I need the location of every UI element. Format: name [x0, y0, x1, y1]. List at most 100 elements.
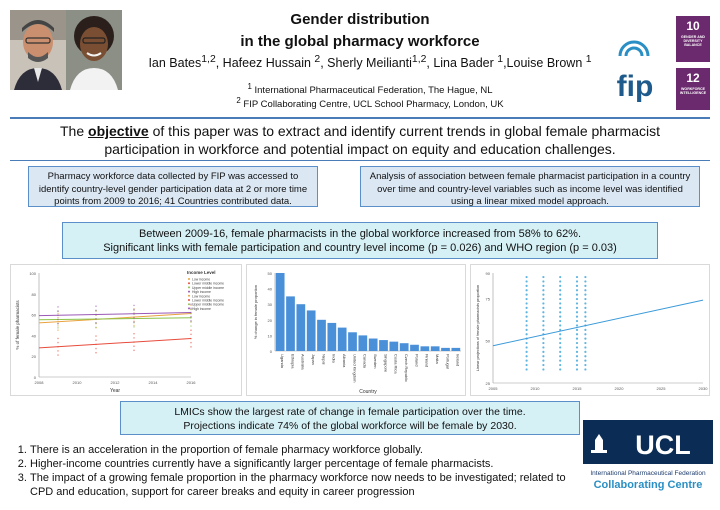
y-tick-label: 0 — [270, 349, 273, 354]
data-point — [525, 328, 528, 331]
data-point — [584, 319, 587, 323]
data-point — [95, 339, 97, 342]
legend-entry: Lower middle income — [192, 299, 224, 303]
data-point — [95, 317, 97, 320]
income-trend-line — [38, 338, 192, 349]
data-point — [95, 313, 97, 316]
badge2-text: WORKFORCE INTELLIGENCE — [679, 87, 707, 96]
legend-marker — [188, 299, 190, 301]
data-point — [559, 306, 562, 309]
data-point — [559, 319, 562, 323]
data-point — [542, 289, 545, 292]
header-divider — [10, 117, 710, 119]
income-trend-chart: 0 20 40 60 80 100 2008 2010 2012 2014 2016 Year % of… — [15, 270, 224, 394]
legend-marker — [188, 294, 190, 297]
data-point — [133, 312, 135, 315]
data-point — [525, 341, 528, 345]
data-point — [57, 345, 59, 348]
data-point — [542, 328, 545, 331]
data-point — [525, 275, 528, 279]
category-label: Australia — [301, 354, 306, 370]
data-point — [575, 346, 579, 349]
legend-entry: Lower middle income — [192, 282, 224, 286]
affiliation-2: 2 FIP Collaborating Centre, UCL School P… — [236, 96, 504, 111]
data-point — [584, 359, 587, 362]
data-point — [525, 297, 528, 301]
category-label: Nepal — [321, 354, 326, 365]
legend-entry: Low income — [192, 278, 210, 282]
data-point — [575, 293, 579, 296]
x-tick-label: 2020 — [615, 386, 625, 391]
legend-marker — [188, 278, 190, 280]
x-tick-label: 2016 — [187, 380, 197, 385]
data-point — [575, 275, 579, 279]
data-point — [542, 284, 545, 287]
bar — [420, 346, 430, 351]
x-axis-label: Year — [110, 388, 120, 394]
data-point — [190, 303, 192, 305]
data-point — [584, 306, 587, 309]
legend-entry: High income — [192, 290, 211, 294]
data-point — [190, 333, 192, 336]
data-point — [133, 341, 135, 343]
category-label: Ireland — [456, 354, 461, 366]
data-point — [584, 280, 587, 283]
category-label: Ethiopia — [290, 354, 295, 369]
objective-keyword: objective — [88, 123, 149, 139]
poster-title-line1: Gender distribution — [290, 11, 430, 28]
data-point — [525, 368, 528, 371]
legend-marker — [188, 286, 190, 289]
conclusions-list: There is an acceleration in the proporti… — [16, 443, 576, 499]
affiliation-1: 1 International Pharmaceutical Federatio… — [247, 82, 493, 97]
data-point — [525, 306, 528, 309]
data-point — [525, 315, 528, 318]
ipf-label-line2: Collaborating Centre — [593, 479, 703, 491]
data-point — [525, 311, 528, 314]
y-tick-label: 100 — [29, 271, 36, 276]
conclusion-item: The impact of a growing female proportio… — [30, 471, 576, 499]
data-point — [559, 359, 562, 362]
x-tick-label: 2014 — [149, 380, 159, 385]
bar — [379, 340, 388, 351]
data-point — [190, 315, 192, 318]
data-point — [525, 359, 528, 362]
category-label: Singapore — [383, 354, 388, 373]
data-point — [95, 343, 97, 346]
data-point — [525, 302, 528, 305]
bar — [368, 338, 378, 351]
legend-marker — [188, 307, 190, 310]
category-label: Canada — [363, 354, 368, 369]
data-point — [525, 293, 528, 296]
category-label: India — [332, 354, 337, 363]
data-point — [525, 346, 528, 349]
data-point — [57, 318, 59, 321]
x-tick-label: 2010 — [531, 386, 541, 391]
data-point — [542, 341, 545, 345]
data-point — [525, 363, 528, 367]
category-label: Albania — [342, 354, 347, 368]
data-point — [559, 297, 562, 301]
data-point — [559, 328, 562, 331]
data-point — [559, 302, 562, 305]
badge1-text: GENDER AND DIVERSITY BALANCE — [680, 35, 706, 48]
y-tick-label: 0 — [34, 375, 37, 380]
income-trend-line — [38, 312, 192, 317]
data-point — [584, 289, 587, 292]
data-point — [584, 315, 587, 318]
data-point — [133, 332, 135, 335]
data-point — [525, 350, 528, 353]
data-point — [57, 350, 59, 352]
data-point — [190, 329, 192, 331]
bar — [327, 322, 337, 351]
data-point — [133, 337, 135, 339]
data-point — [542, 368, 545, 371]
data-point — [575, 284, 579, 287]
data-point — [95, 305, 97, 307]
data-point — [133, 321, 135, 323]
data-point — [575, 306, 579, 309]
data-point — [542, 315, 545, 318]
category-label: Costa Rica — [394, 354, 399, 374]
bar — [410, 344, 419, 351]
data-point — [559, 280, 562, 283]
data-point — [542, 324, 545, 327]
